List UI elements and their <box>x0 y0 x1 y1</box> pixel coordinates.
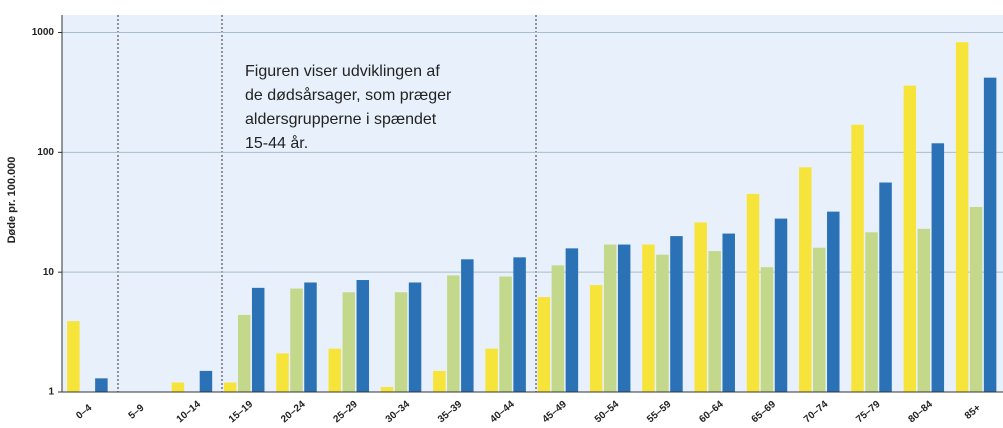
bar <box>67 321 80 392</box>
bar <box>251 287 265 392</box>
x-tick-label: 40–44 <box>488 399 517 426</box>
x-tick-label: 20–24 <box>279 399 308 426</box>
bar <box>955 42 969 392</box>
x-tick-label: 85+ <box>963 402 983 421</box>
bar <box>380 387 394 392</box>
bar <box>827 211 840 392</box>
bar <box>670 236 683 392</box>
bar <box>433 370 446 392</box>
bar <box>851 124 864 392</box>
plot-background <box>62 15 1003 392</box>
x-tick-label: 15–19 <box>227 399 256 426</box>
bar <box>551 265 565 392</box>
x-tick-label: 75–79 <box>854 399 883 426</box>
y-tick-label: 1 <box>48 387 54 398</box>
annotation: aldersgrupperne i spændet <box>245 111 437 128</box>
bar <box>485 348 498 392</box>
bar <box>774 218 788 392</box>
bar <box>983 77 997 393</box>
bar <box>746 193 760 392</box>
bar <box>237 314 251 392</box>
bar <box>356 280 370 392</box>
bar <box>342 292 356 392</box>
x-tick-label: 80–84 <box>906 399 935 426</box>
bar <box>304 282 317 392</box>
bar <box>931 143 945 392</box>
x-tick-label: 65–69 <box>750 399 779 426</box>
bar <box>603 244 617 392</box>
x-tick-label: 10–14 <box>175 399 204 426</box>
bar <box>408 282 422 392</box>
bar <box>328 348 342 392</box>
bar <box>537 297 551 392</box>
bar <box>513 257 526 392</box>
y-axis-label: Døde pr. 100.000 <box>6 157 18 244</box>
y-tick-label: 10 <box>43 267 55 278</box>
bar <box>394 292 408 392</box>
y-tick-label: 1000 <box>32 27 55 38</box>
annotation: de dødsårsager, som præger <box>245 86 452 104</box>
bar <box>879 182 892 392</box>
bar <box>708 251 721 392</box>
bar <box>694 222 707 392</box>
annotation: 15-44 år. <box>245 134 308 152</box>
bar <box>199 370 213 392</box>
bar <box>461 259 474 392</box>
bar <box>617 244 631 392</box>
bar <box>760 267 774 392</box>
y-tick-label: 100 <box>37 147 54 158</box>
x-tick-label: 0–4 <box>74 402 94 421</box>
x-tick-label: 50–54 <box>593 399 622 426</box>
bar <box>969 206 983 392</box>
bar <box>223 382 237 392</box>
bar <box>447 275 460 392</box>
bar <box>171 382 185 392</box>
bar <box>589 285 603 392</box>
annotation: Figuren viser udviklingen af <box>245 63 440 80</box>
x-tick-label: 30–34 <box>384 399 413 426</box>
x-tick-label: 35–39 <box>436 399 465 426</box>
bar <box>903 85 917 392</box>
x-tick-label: 60–64 <box>697 399 726 426</box>
x-tick-label: 25–29 <box>331 399 360 426</box>
bar <box>565 248 579 392</box>
x-tick-label: 45–49 <box>541 399 570 426</box>
x-tick-label: 70–74 <box>802 399 831 426</box>
bar <box>799 167 812 392</box>
x-tick-label: 55–59 <box>645 399 674 426</box>
x-tick-label: 5–9 <box>127 402 147 421</box>
bar <box>276 353 289 392</box>
bar <box>813 247 826 392</box>
bar <box>722 233 735 392</box>
bar <box>656 254 669 392</box>
bar <box>642 244 655 392</box>
bar <box>95 378 108 392</box>
bar <box>499 276 512 392</box>
bar <box>290 288 303 392</box>
bar <box>917 228 931 392</box>
bar <box>865 232 878 392</box>
